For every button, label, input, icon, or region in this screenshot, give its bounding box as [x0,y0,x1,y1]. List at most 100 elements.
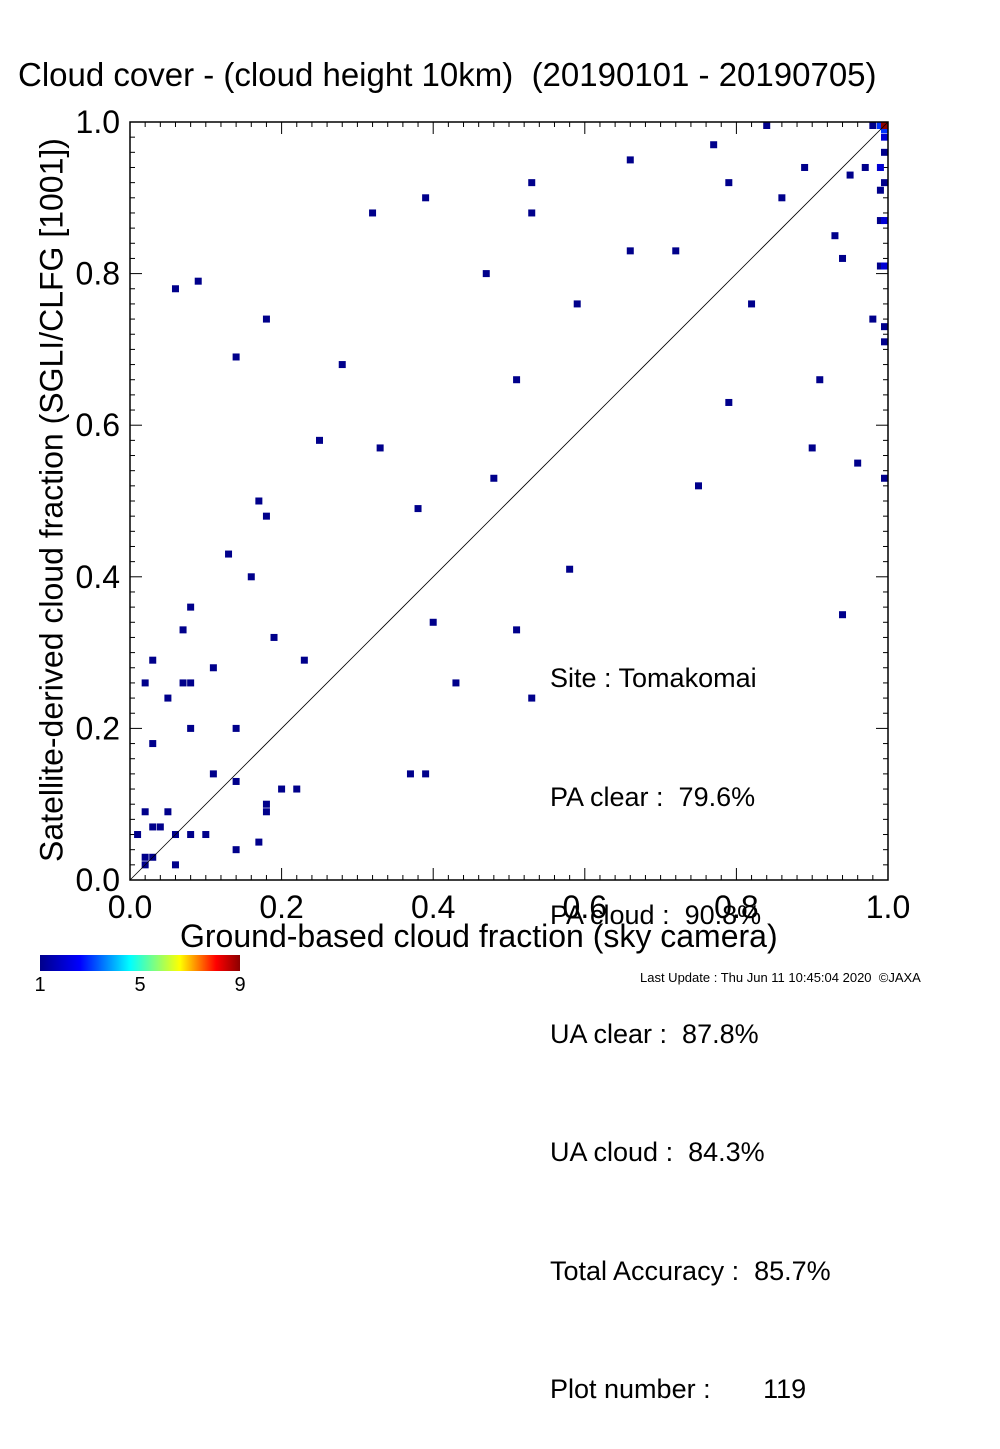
data-point [202,831,210,839]
data-point [406,770,414,778]
data-point [881,133,888,141]
data-point [270,633,278,641]
data-point [710,141,718,149]
data-point [164,808,172,816]
data-point [881,474,888,482]
data-point [141,679,149,687]
x-tick-label: 0.2 [259,889,303,925]
data-point [187,724,195,732]
data-point [300,656,308,664]
y-axis-label: Satellite-derived cloud fraction (SGLI/C… [33,138,70,862]
data-point [262,512,270,520]
x-axis-label: Ground-based cloud fraction (sky camera) [180,918,778,954]
colorbar-label-mid: 5 [134,974,146,996]
stat-total-accuracy: Total Accuracy : 85.7% [550,1255,831,1286]
data-point [452,679,460,687]
data-point [801,163,809,171]
scatter-plot: 0.0 0.2 0.4 0.6 0.8 1.0 0.0 0.2 0.4 0.6 0.8 1.0 [40,104,911,971]
data-point [513,626,521,634]
data-point [748,300,756,308]
data-point [876,186,884,194]
data-point [881,148,888,156]
data-point [881,262,888,270]
data-point [876,262,884,270]
data-point [187,603,195,611]
data-point [179,679,187,687]
stat-plot-number: Plot number : 119 [550,1374,807,1404]
plot-frame [129,121,889,881]
data-point [141,853,149,861]
data-point [171,861,179,869]
data-point [881,126,888,134]
data-point [429,618,437,626]
data-point [149,740,157,748]
data-point [262,808,270,816]
colorbar [40,955,240,971]
stat-ua-clear: UA clear : 87.8% [550,1018,759,1049]
data-point [573,300,581,308]
data-point [171,285,179,293]
data-point [225,550,233,558]
data-point [209,770,217,778]
y-tick-label: 0.8 [76,256,120,292]
x-tick-label: 0.8 [714,889,758,925]
x-tick-label: 1.0 [866,889,910,925]
y-tick-label: 0.0 [76,862,120,898]
data-point [672,247,680,255]
data-point [209,664,217,672]
data-point [566,565,574,573]
stat-site: Site : Tomakomai [550,663,757,693]
data-point [876,122,884,129]
data-point [262,315,270,323]
data-point [141,808,149,816]
data-point [422,770,430,778]
stats-panel: Site : Tomakomai PA clear : 79.6% PA clo… [550,580,831,1449]
data-point [369,209,377,217]
data-point [338,361,346,369]
chart-title: Cloud cover - (cloud height 10km) (20190… [18,56,877,93]
data-point [262,800,270,808]
y-tick-label: 0.6 [76,407,120,443]
data-point [869,315,877,323]
data-point [187,679,195,687]
y-tick-label: 0.2 [76,710,120,746]
data-point [232,777,240,785]
data-points [134,122,888,869]
data-point [763,122,771,129]
data-point [149,823,157,831]
data-point [816,376,824,384]
data-point [881,217,888,225]
data-point [831,232,839,240]
data-point [513,376,521,384]
data-point [247,573,255,581]
data-point [528,179,536,187]
data-point [808,444,816,452]
data-point [881,338,888,346]
tick-labels: 0.0 0.2 0.4 0.6 0.8 1.0 0.0 0.2 0.4 0.6 0.8 1.0 [76,104,911,925]
data-point [232,353,240,361]
data-point [156,823,164,831]
stat-pa-clear: PA clear : 79.6% [550,781,756,812]
data-point [316,436,323,444]
data-point [255,838,263,846]
data-point [179,626,187,634]
data-point [376,444,384,452]
data-point [626,156,634,164]
data-point [876,163,884,171]
data-point [839,611,847,619]
data-point [778,194,786,202]
data-point [869,122,877,129]
x-tick-label: 0.0 [108,889,152,925]
data-point [490,474,498,482]
one-to-one-line [129,121,889,881]
data-point [194,277,202,285]
data-point [854,459,862,467]
stat-pa-cloud: PA cloud : 90.8% [550,900,762,930]
last-update-footer: Last Update : Thu Jun 11 10:45:04 2020 ©… [640,970,921,985]
data-point [149,656,157,664]
colorbar-label-max: 9 [234,974,246,996]
data-point [881,179,888,187]
x-tick-label: 0.4 [411,889,455,925]
data-point [187,831,195,839]
data-point [876,217,884,225]
